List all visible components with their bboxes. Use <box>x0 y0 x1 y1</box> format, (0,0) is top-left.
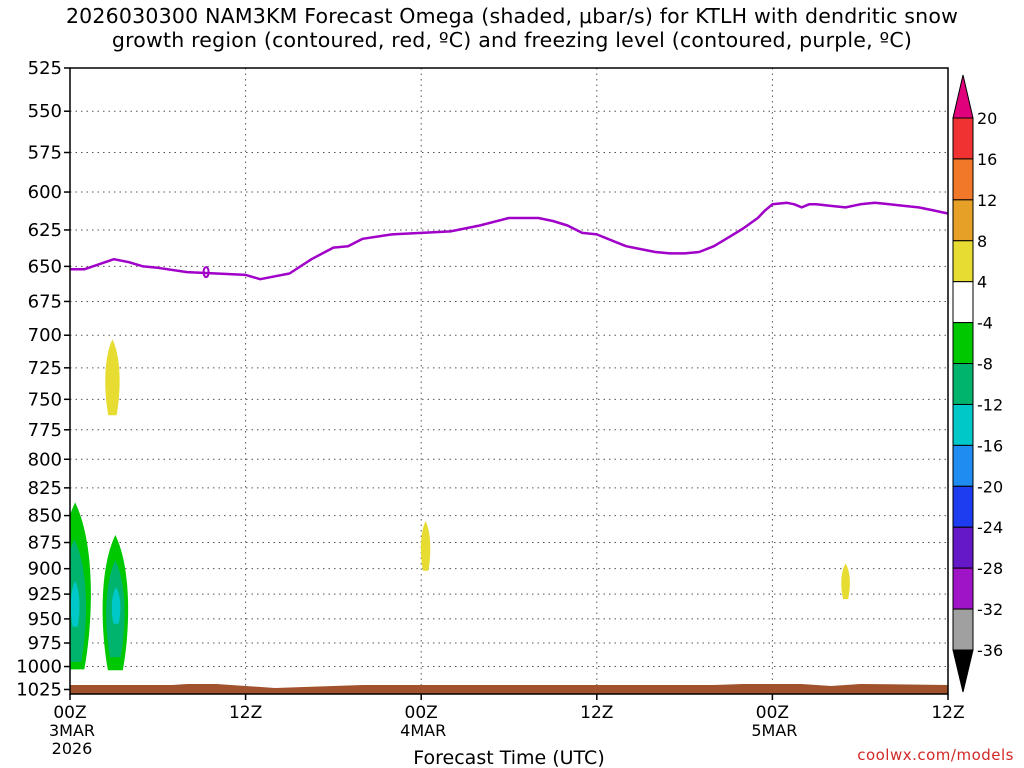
colorbar-box <box>952 567 974 610</box>
y-tick-label: 750 <box>28 389 62 410</box>
omega-region <box>70 580 80 627</box>
x-tick-label: 12Z <box>931 703 964 723</box>
colorbar-bottom-arrow <box>952 649 974 693</box>
y-tick-label: 775 <box>28 420 62 441</box>
colorbar-label: -36 <box>977 641 1003 660</box>
x-tick-label: 00Z <box>53 703 86 723</box>
colorbar-box <box>952 199 974 242</box>
colorbar-label: 4 <box>977 273 987 292</box>
x-tick-label: 12Z <box>229 703 262 723</box>
y-tick-label: 600 <box>28 182 62 203</box>
omega-region <box>420 521 431 571</box>
colorbar-label: -12 <box>977 395 1003 414</box>
y-tick-label: 525 <box>28 58 62 79</box>
colorbar-box <box>952 363 974 405</box>
freezing-level-loop <box>202 266 210 279</box>
x-tick-label: 2026 <box>52 739 93 758</box>
chart-title: 2026030300 NAM3KM Forecast Omega (shaded… <box>0 4 1024 52</box>
colorbar-label: 20 <box>977 109 997 128</box>
y-tick-label: 625 <box>28 220 62 241</box>
y-tick-label: 825 <box>28 478 62 499</box>
y-tick-label: 725 <box>28 358 62 379</box>
y-tick-label: 650 <box>28 256 62 277</box>
colorbar-label: -28 <box>977 559 1003 578</box>
y-tick-label: 850 <box>28 506 62 527</box>
colorbar-label: -4 <box>977 314 993 333</box>
colorbar-label: 16 <box>977 150 997 169</box>
colorbar-box <box>952 240 974 283</box>
y-tick-label: 925 <box>28 584 62 605</box>
colorbar-label: -8 <box>977 355 993 374</box>
y-tick-label: 575 <box>28 143 62 164</box>
y-tick-label: 800 <box>28 449 62 470</box>
freezing-level-line <box>70 201 948 281</box>
colorbar-label: -24 <box>977 518 1003 537</box>
x-tick-label: 4MAR <box>400 721 446 740</box>
colorbar-box <box>952 485 974 528</box>
colorbar-box <box>952 608 974 651</box>
omega-region <box>105 339 120 416</box>
omega-region <box>111 587 121 624</box>
colorbar-label: 12 <box>977 191 997 210</box>
x-tick-label: 12Z <box>580 703 613 723</box>
y-tick-label: 550 <box>28 101 62 122</box>
y-tick-label: 675 <box>28 291 62 312</box>
x-tick-label: 3MAR <box>49 721 95 740</box>
omega-region <box>841 563 850 600</box>
y-tick-label: 975 <box>28 633 62 654</box>
colorbar-top-arrow <box>952 74 974 119</box>
colorbar-box <box>952 117 974 160</box>
title-line-1: 2026030300 NAM3KM Forecast Omega (shaded… <box>65 4 959 28</box>
x-axis-label: Forecast Time (UTC) <box>413 747 604 768</box>
y-tick-label: 950 <box>28 609 62 630</box>
x-tick-label: 00Z <box>756 703 789 723</box>
y-tick-label: 1000 <box>16 657 62 678</box>
colorbar-box <box>952 444 974 487</box>
y-tick-label: 1025 <box>16 679 62 700</box>
y-tick-label: 900 <box>28 559 62 580</box>
colorbar-box <box>952 281 974 324</box>
y-tick-label: 700 <box>28 325 62 346</box>
title-line-2: growth region (contoured, red, ºC) and f… <box>111 28 913 52</box>
y-tick-label: 875 <box>28 533 62 554</box>
colorbar-label: -32 <box>977 600 1003 619</box>
terrain-band <box>70 683 948 694</box>
colorbar-box <box>952 322 974 365</box>
colorbar-box <box>952 526 974 569</box>
colorbar-label: -20 <box>977 477 1003 496</box>
colorbar-label: -16 <box>977 436 1003 455</box>
plot-area <box>70 68 948 694</box>
x-tick-label: 5MAR <box>751 721 797 740</box>
x-tick-label: 00Z <box>405 703 438 723</box>
colorbar-label: 8 <box>977 232 987 251</box>
colorbar-box <box>952 403 974 446</box>
plot-frame <box>69 67 949 695</box>
colorbar-box <box>952 158 974 201</box>
credit-link[interactable]: coolwx.com/models <box>857 746 1014 764</box>
